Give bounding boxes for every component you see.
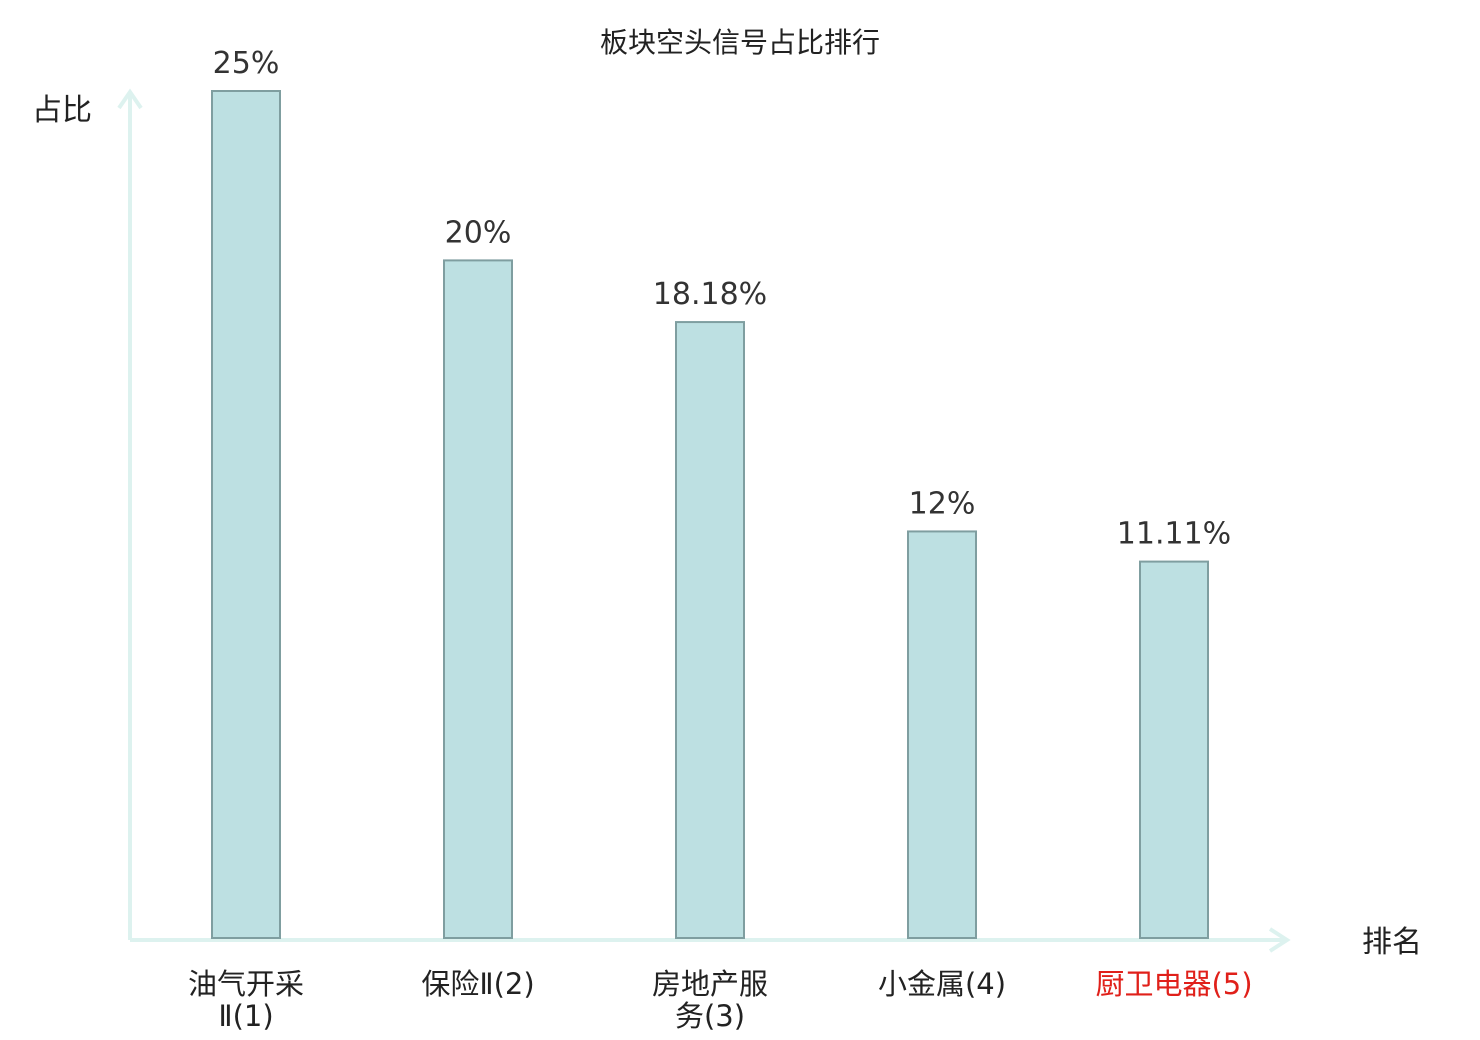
bar-value-label: 18.18%: [653, 277, 767, 312]
bar: [907, 530, 977, 939]
chart-title: 板块空头信号占比排行: [600, 26, 880, 59]
category-label: 小金属(4): [878, 967, 1006, 1001]
category-label: 厨卫电器(5): [1095, 967, 1252, 1001]
bar: [1139, 560, 1209, 939]
category-label: Ⅱ(1): [218, 999, 273, 1033]
bar-series: [211, 90, 1209, 940]
category-label: 油气开采: [188, 967, 304, 1001]
category-label: 房地产服: [652, 967, 768, 1001]
bar-value-label: 11.11%: [1117, 517, 1231, 552]
bar: [675, 321, 745, 940]
y-axis-label: 占比: [32, 93, 92, 128]
y-axis-arrow-icon: [117, 88, 143, 110]
category-label: 保险Ⅱ(2): [421, 967, 534, 1001]
value-labels: 25% 20% 18.18% 12% 11.11%: [213, 46, 1232, 552]
bar: [443, 259, 513, 939]
bar: [211, 90, 281, 939]
x-axis-label: 排名: [1362, 925, 1422, 960]
x-axis-arrow-icon: [1268, 927, 1291, 953]
category-label: 务(3): [675, 999, 745, 1033]
bar-value-label: 20%: [445, 215, 512, 250]
bar-value-label: 12%: [909, 486, 976, 521]
bar-value-label: 25%: [213, 46, 280, 81]
